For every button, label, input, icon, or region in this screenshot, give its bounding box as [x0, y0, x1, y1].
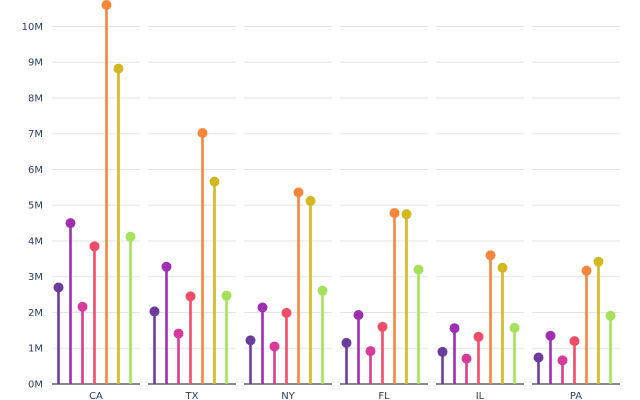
category-label: NY: [281, 391, 295, 400]
y-tick-label: 2M: [28, 308, 43, 319]
lollipop-point[interactable]: [473, 331, 484, 342]
lollipop-point[interactable]: [317, 285, 328, 296]
lollipop-point[interactable]: [77, 301, 88, 312]
lollipop-point[interactable]: [185, 291, 196, 302]
lollipop-point[interactable]: [461, 353, 472, 364]
lollipop-point[interactable]: [509, 322, 520, 333]
lollipop-point[interactable]: [377, 321, 388, 332]
y-tick-label: 3M: [28, 272, 43, 283]
lollipop-point[interactable]: [65, 218, 76, 229]
lollipop-point[interactable]: [605, 310, 616, 321]
panel-fl: [341, 208, 424, 384]
lollipop-point[interactable]: [569, 336, 580, 347]
lollipop-point[interactable]: [389, 208, 400, 219]
y-tick-label: 9M: [28, 58, 43, 69]
category-label: IL: [476, 391, 485, 400]
lollipop-point[interactable]: [545, 330, 556, 341]
category-label: CA: [89, 391, 103, 400]
lollipop-point[interactable]: [125, 231, 136, 242]
y-tick-label: 5M: [28, 201, 43, 212]
lollipop-point[interactable]: [533, 352, 544, 363]
lollipop-point[interactable]: [209, 176, 220, 187]
lollipop-point[interactable]: [497, 262, 508, 273]
y-tick-label: 6M: [28, 165, 43, 176]
lollipop-point[interactable]: [341, 337, 352, 348]
lollipop-point[interactable]: [221, 290, 232, 301]
y-tick-label: 8M: [28, 93, 43, 104]
lollipop-point[interactable]: [581, 265, 592, 276]
lollipop-point[interactable]: [449, 323, 460, 334]
lollipop-point[interactable]: [593, 256, 604, 267]
lollipop-point[interactable]: [53, 282, 64, 293]
y-tick-label: 1M: [28, 344, 43, 355]
lollipop-point[interactable]: [293, 187, 304, 198]
panel-pa: [533, 256, 616, 384]
lollipop-point[interactable]: [197, 128, 208, 139]
lollipop-point[interactable]: [257, 302, 268, 313]
y-tick-label: 4M: [28, 236, 43, 247]
lollipop-point[interactable]: [557, 355, 568, 366]
lollipop-point[interactable]: [437, 346, 448, 357]
panel-ca: [53, 0, 136, 384]
plot-area: [53, 0, 616, 384]
lollipop-point[interactable]: [245, 335, 256, 346]
y-axis: 0M 1M 2M 3M 4M 5M 6M 7M 8M 9M 10M: [22, 22, 43, 391]
lollipop-point[interactable]: [101, 0, 112, 10]
lollipop-point[interactable]: [173, 328, 184, 339]
lollipop-point[interactable]: [161, 261, 172, 272]
lollipop-point[interactable]: [485, 250, 496, 261]
lollipop-point[interactable]: [113, 63, 124, 74]
lollipop-point[interactable]: [281, 307, 292, 318]
lollipop-point[interactable]: [89, 241, 100, 252]
panel-il: [437, 250, 520, 384]
gridlines: [52, 25, 620, 385]
lollipop-point[interactable]: [305, 195, 316, 206]
category-label: FL: [378, 391, 390, 400]
lollipop-point[interactable]: [413, 264, 424, 275]
panel-tx: [149, 128, 232, 384]
x-axis: CA TX NY FL IL PA: [89, 391, 582, 400]
panel-ny: [245, 187, 328, 384]
lollipop-point[interactable]: [353, 309, 364, 320]
y-tick-label: 7M: [28, 129, 43, 140]
category-label: TX: [185, 391, 199, 400]
y-tick-label: 0M: [28, 380, 43, 391]
category-label: PA: [570, 391, 582, 400]
lollipop-point[interactable]: [149, 306, 160, 317]
lollipop-point[interactable]: [401, 209, 412, 220]
lollipop-point[interactable]: [269, 341, 280, 352]
y-tick-label: 10M: [22, 22, 43, 33]
lollipop-point[interactable]: [365, 346, 376, 357]
